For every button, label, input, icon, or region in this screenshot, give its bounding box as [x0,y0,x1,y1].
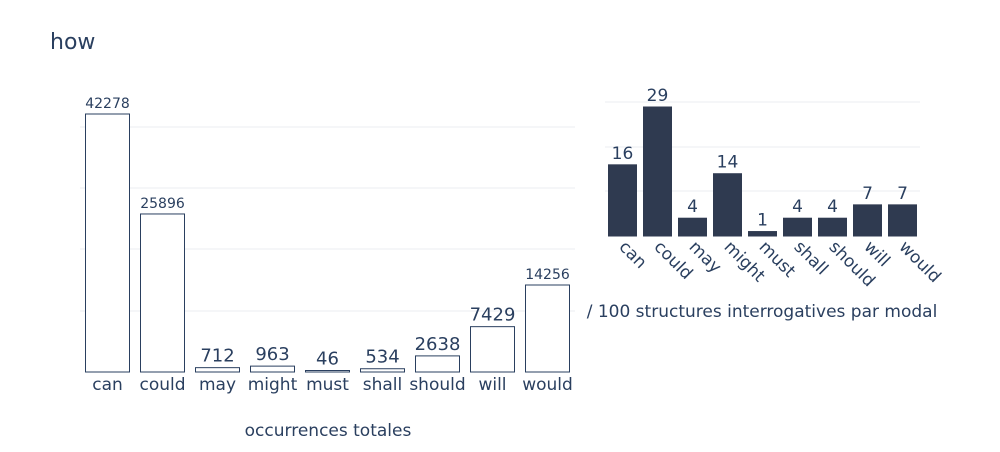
left-bar-can [85,113,130,373]
right-bar-value-label: 7 [897,184,908,204]
right-bar-will [853,204,882,237]
right-bar-may [678,217,707,237]
left-bars [85,113,570,373]
right-x-tick-label: would [895,237,945,287]
left-bar-value-label: 2638 [415,334,461,355]
left-x-tick-label: shall [363,375,403,395]
left-x-tick-label: should [409,375,465,395]
right-x-axis-title: / 100 structures interrogatives par moda… [587,302,938,322]
left-x-ticks: can could may might must shall should will would [92,375,573,395]
left-x-tick-label: can [92,375,123,395]
right-x-tick-label: can [615,237,651,273]
left-bar-might [250,365,295,373]
right-bar-shall [783,217,812,237]
right-bar-would [888,204,917,237]
right-bar-value-label: 4 [687,197,698,217]
left-bar-may [195,367,240,373]
left-x-tick-label: may [199,375,236,395]
right-bar-value-label: 29 [647,86,669,106]
left-bar-could [140,213,185,373]
right-bars [608,106,917,237]
chart-title: how [50,30,95,55]
right-x-tick-label: could [650,237,697,284]
right-bar-value-label: 4 [827,197,838,217]
right-bar-must [748,231,777,237]
left-bar-value-label: 46 [316,349,339,370]
right-bar-value-label: 14 [717,153,739,173]
left-bar-must [305,370,350,373]
left-bar-value-label: 963 [255,344,289,365]
left-bar-shall [360,368,405,373]
right-x-tick-label: shall [790,237,832,279]
left-x-axis-title: occurrences totales [245,421,412,441]
left-chart-panel: 42278 25896 712 963 46 534 2638 7429 14256 can co… [80,96,575,441]
left-bar-labels: 42278 25896 712 963 46 534 2638 7429 14256 [85,96,570,370]
left-x-tick-label: will [478,375,506,395]
left-x-tick-label: must [306,375,349,395]
right-bar-can [608,164,637,237]
right-bar-value-label: 4 [792,197,803,217]
left-bar-should [415,355,460,373]
left-bar-value-label: 25896 [140,196,185,212]
right-bar-should [818,217,847,237]
left-bar-value-label: 7429 [470,305,516,326]
right-bar-value-label: 16 [612,144,634,164]
left-bar-would [525,284,570,373]
left-x-tick-label: might [248,375,298,395]
left-bar-will [470,326,515,373]
left-bar-value-label: 712 [200,346,234,367]
left-bar-value-label: 14256 [525,267,570,283]
left-bar-value-label: 42278 [85,96,130,112]
right-bar-could [643,106,672,237]
right-bar-value-label: 7 [862,184,873,204]
right-bar-might [713,173,742,237]
left-bar-value-label: 534 [365,347,399,368]
right-bar-value-label: 1 [757,211,768,231]
left-x-tick-label: could [139,375,185,395]
left-x-tick-label: would [522,375,573,395]
